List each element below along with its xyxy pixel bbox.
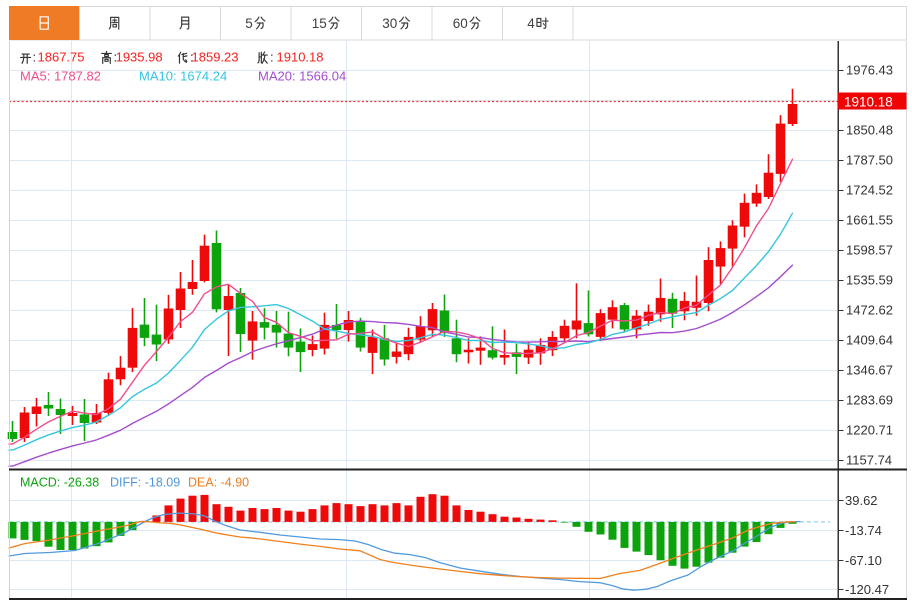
svg-text::: : — [33, 50, 37, 65]
svg-text:1472.62: 1472.62 — [846, 303, 893, 318]
svg-text:-67.10: -67.10 — [845, 553, 882, 568]
svg-text:DEA: -4.90: DEA: -4.90 — [188, 476, 249, 490]
svg-text:1867.75: 1867.75 — [38, 50, 85, 65]
svg-text:1346.67: 1346.67 — [846, 363, 893, 378]
svg-text:15: 15 — [312, 16, 327, 31]
svg-text:4: 4 — [527, 16, 535, 31]
svg-text:39.62: 39.62 — [845, 493, 878, 508]
svg-text:1283.69: 1283.69 — [846, 393, 893, 408]
svg-text:DIFF: -18.09: DIFF: -18.09 — [110, 476, 180, 490]
svg-text:1724.52: 1724.52 — [846, 183, 893, 198]
svg-text:60: 60 — [453, 16, 468, 31]
svg-text:1598.57: 1598.57 — [846, 243, 893, 258]
svg-text:30: 30 — [382, 16, 397, 31]
svg-text:-13.74: -13.74 — [845, 523, 882, 538]
svg-text:5: 5 — [245, 16, 253, 31]
svg-text::: : — [114, 50, 118, 65]
svg-text:1850.48: 1850.48 — [846, 123, 893, 138]
svg-text:MA20: 1566.04: MA20: 1566.04 — [258, 68, 346, 83]
svg-text::: : — [270, 50, 274, 65]
svg-text:1910.18: 1910.18 — [844, 95, 893, 110]
svg-text:1910.18: 1910.18 — [277, 50, 324, 65]
svg-text:1661.55: 1661.55 — [846, 213, 893, 228]
svg-text:1976.43: 1976.43 — [846, 63, 893, 78]
svg-text:MACD: -26.38: MACD: -26.38 — [20, 476, 99, 490]
svg-text:1787.50: 1787.50 — [846, 153, 893, 168]
svg-text:1535.59: 1535.59 — [846, 273, 893, 288]
svg-text:1409.64: 1409.64 — [846, 333, 893, 348]
svg-text:1935.98: 1935.98 — [116, 50, 163, 65]
svg-text:1157.74: 1157.74 — [846, 453, 892, 468]
svg-text:MA10: 1674.24: MA10: 1674.24 — [139, 68, 227, 83]
svg-text::: : — [190, 50, 194, 65]
svg-text:MA5: 1787.82: MA5: 1787.82 — [20, 68, 101, 83]
svg-text:1220.71: 1220.71 — [846, 423, 893, 438]
svg-text:1859.23: 1859.23 — [192, 50, 239, 65]
svg-text:-120.47: -120.47 — [845, 582, 889, 597]
